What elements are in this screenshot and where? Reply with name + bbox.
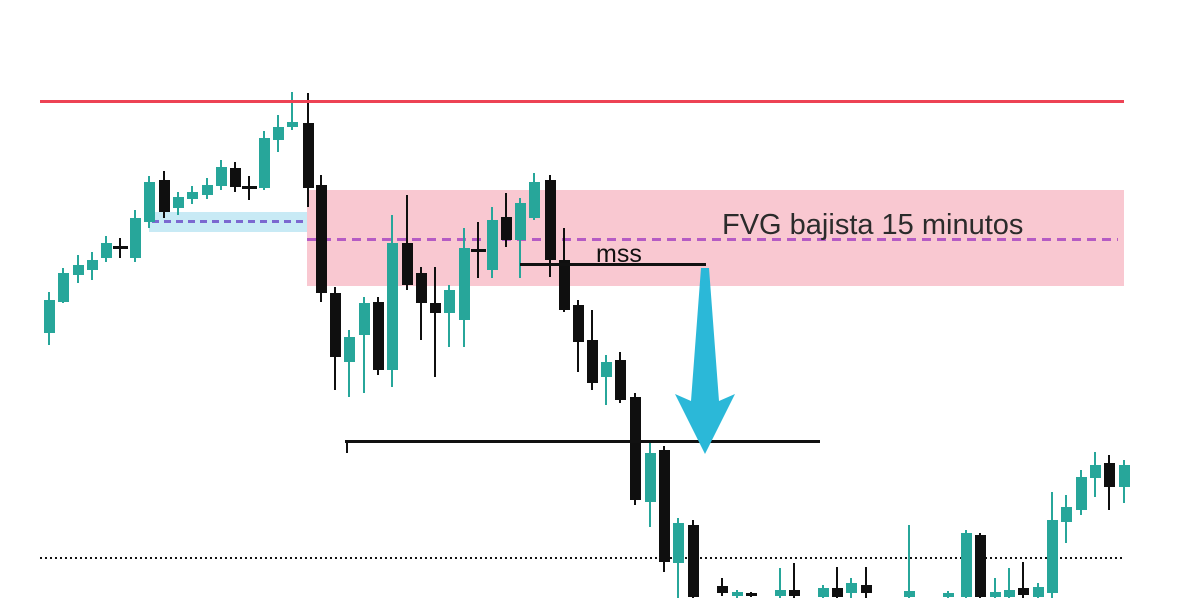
bear-candle <box>716 586 728 593</box>
bull-candle <box>774 590 786 596</box>
candle-wick <box>1022 562 1024 598</box>
bull-candle <box>672 523 684 563</box>
candle-wick <box>291 92 293 130</box>
bear-candle <box>586 340 598 383</box>
candle-wick <box>406 195 408 290</box>
candle-wick <box>908 525 910 598</box>
bear-candle <box>329 293 341 357</box>
bear-candle <box>401 243 413 285</box>
bull-candle <box>1046 520 1058 593</box>
bull-candle <box>1118 465 1130 487</box>
bull-candle <box>100 243 112 258</box>
bull-candle <box>903 591 915 597</box>
bear-candle <box>229 168 241 187</box>
bull-candle <box>386 243 398 370</box>
bear-candle <box>629 397 641 500</box>
candle-wick <box>836 567 838 598</box>
bull-candle <box>1075 477 1087 510</box>
bull-candle <box>486 220 498 270</box>
bull-candle <box>129 218 141 258</box>
bear-candle <box>745 593 757 596</box>
bear-candle <box>974 535 986 597</box>
candle-wick <box>865 567 867 598</box>
bear-candle <box>315 185 327 293</box>
bear-candle <box>558 260 570 310</box>
candle-wick <box>605 355 607 405</box>
support-line <box>345 439 820 443</box>
bull-candle <box>644 453 656 502</box>
candle-wick <box>434 267 436 377</box>
bull-candle <box>960 533 972 597</box>
bear-candle <box>788 590 800 596</box>
fvg-dashed-line <box>307 238 1118 241</box>
bull-candle <box>942 593 954 597</box>
candle-wick <box>448 285 450 347</box>
bear-candle <box>860 585 872 593</box>
bull-candle <box>43 300 55 333</box>
bear-candle <box>302 123 314 188</box>
dotted-level-line <box>40 557 1122 559</box>
bear-candle <box>544 180 556 260</box>
bear-candle <box>572 305 584 342</box>
bull-candle <box>1032 587 1044 597</box>
doji-candle <box>112 246 128 249</box>
bear-candle <box>1017 588 1029 595</box>
candle-wick <box>779 568 781 598</box>
fvg-label: FVG bajista 15 minutos <box>722 209 1024 241</box>
bull-candle <box>57 273 69 302</box>
candle-wick <box>793 563 795 598</box>
bear-candle <box>158 180 170 212</box>
bull-candle <box>186 192 198 199</box>
support-line-tick <box>346 441 348 453</box>
bear-candle <box>831 588 843 597</box>
bear-candle <box>658 450 670 562</box>
bull-candle <box>258 138 270 188</box>
bull-candle <box>817 588 829 597</box>
bull-candle <box>514 203 526 240</box>
mss-label: mss <box>596 240 642 268</box>
mss-line <box>520 262 706 266</box>
bull-candle <box>1089 465 1101 478</box>
candle-wick <box>994 578 996 598</box>
bull-candle <box>1003 590 1015 597</box>
bull-candle <box>286 122 298 127</box>
bull-candle <box>600 362 612 377</box>
bull-candle <box>143 182 155 222</box>
bear-candle <box>1103 463 1115 487</box>
bull-candle <box>215 167 227 186</box>
bull-candle <box>528 182 540 218</box>
bear-candle <box>687 525 699 597</box>
bull-candle <box>172 197 184 208</box>
bull-candle <box>343 337 355 362</box>
candle-wick <box>420 267 422 340</box>
bear-candle <box>614 360 626 400</box>
bull-candle <box>201 185 213 195</box>
bear-candle <box>429 303 441 313</box>
bear-candle <box>500 217 512 240</box>
bull-candle <box>272 127 284 140</box>
candle-wick <box>363 297 365 393</box>
candle-wick <box>1008 568 1010 598</box>
doji-candle <box>241 186 257 189</box>
candles-layer <box>43 92 1130 598</box>
bull-candle <box>1060 507 1072 522</box>
bull-candle <box>86 260 98 270</box>
bear-candle <box>372 302 384 370</box>
bull-candle <box>358 303 370 335</box>
bull-candle <box>731 592 743 596</box>
bull-candle <box>443 290 455 313</box>
candle-wick <box>348 330 350 397</box>
bear-candle <box>415 273 427 303</box>
doji-candle <box>470 249 486 252</box>
bull-candle <box>72 265 84 275</box>
bull-candle <box>458 248 470 320</box>
bull-candle <box>845 583 857 593</box>
demand-zone-dashed-line <box>152 220 307 223</box>
resistance-line <box>40 99 1124 103</box>
bull-candle <box>989 592 1001 597</box>
